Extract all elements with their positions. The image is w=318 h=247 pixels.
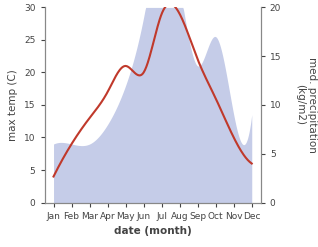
X-axis label: date (month): date (month) xyxy=(114,226,191,236)
Y-axis label: med. precipitation
(kg/m2): med. precipitation (kg/m2) xyxy=(295,57,317,153)
Y-axis label: max temp (C): max temp (C) xyxy=(9,69,18,141)
